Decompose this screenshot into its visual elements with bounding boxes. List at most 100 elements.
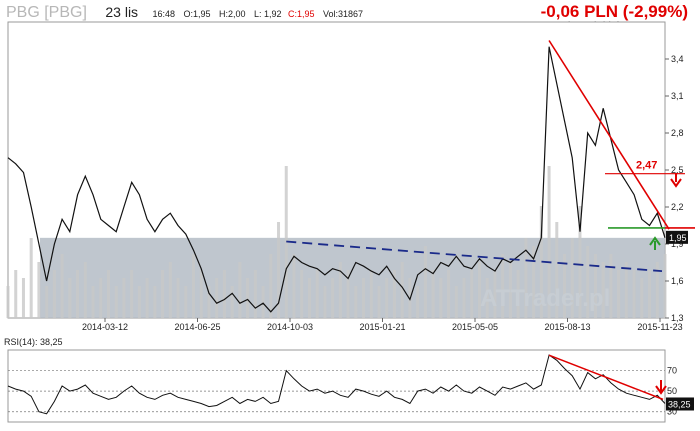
down-arrow-icon bbox=[670, 173, 682, 188]
volume-bar bbox=[354, 286, 358, 318]
volume-bar bbox=[439, 278, 443, 318]
y-tick-label: 1,3 bbox=[671, 313, 684, 323]
x-tick-label: 2014-10-03 bbox=[267, 322, 313, 332]
x-tick-label: 2014-03-12 bbox=[82, 322, 128, 332]
volume-bar bbox=[640, 278, 644, 318]
rsi-down-arrow-icon bbox=[655, 380, 667, 395]
volume-bar bbox=[470, 270, 474, 318]
volume-bar bbox=[60, 254, 64, 318]
volume-bar bbox=[14, 270, 18, 318]
volume-bar bbox=[338, 262, 342, 318]
high-label: H:2,00 bbox=[218, 9, 246, 19]
volume-bar bbox=[153, 286, 157, 318]
volume-bar bbox=[416, 286, 420, 318]
ticker-label: PBG [PBG] bbox=[6, 4, 87, 21]
volume-bar bbox=[114, 286, 118, 318]
rsi-panel-frame bbox=[7, 349, 666, 423]
volume-bar bbox=[45, 286, 49, 318]
volume-bar bbox=[292, 254, 296, 318]
volume-bar bbox=[230, 286, 234, 318]
chart-header: PBG [PBG] 23 lis 16:48 O:1,95 H:2,00 L: … bbox=[6, 4, 363, 22]
y-tick-label: 1,6 bbox=[671, 276, 684, 286]
volume-bar bbox=[106, 270, 110, 318]
volume-bar bbox=[21, 278, 25, 318]
rsi-last-value-box bbox=[666, 397, 694, 411]
rsi-last-value-label: 38,25 bbox=[668, 399, 691, 409]
rsi-title: RSI(14): 38,25 bbox=[4, 337, 63, 347]
rsi-series-line bbox=[7, 354, 666, 415]
volume-bar bbox=[392, 270, 396, 318]
volume-bar bbox=[369, 270, 373, 318]
x-tick-label: 2015-01-21 bbox=[359, 322, 405, 332]
volume-bar bbox=[516, 270, 520, 318]
volume-bar bbox=[462, 278, 466, 318]
y-tick-label: 2,8 bbox=[671, 128, 684, 138]
volume-bar bbox=[609, 254, 613, 318]
volume-bar bbox=[215, 278, 219, 318]
volume-bar bbox=[431, 270, 435, 318]
volume-bar bbox=[238, 262, 242, 318]
volume-bar bbox=[547, 166, 551, 318]
volume-bar bbox=[586, 246, 590, 318]
rsi-trendline bbox=[548, 354, 664, 401]
last-value-label: 1,95 bbox=[669, 233, 687, 243]
volume-bar bbox=[307, 278, 311, 318]
volume-bar bbox=[617, 270, 621, 318]
watermark: ATTrader.pl bbox=[480, 285, 610, 312]
volume-bar bbox=[624, 262, 628, 318]
volume-bar bbox=[199, 270, 203, 318]
volume-bar bbox=[524, 238, 528, 318]
volume-bar bbox=[122, 278, 126, 318]
x-tick-label: 2014-06-25 bbox=[174, 322, 220, 332]
volume-bar bbox=[423, 246, 427, 318]
x-tick-label: 2015-05-05 bbox=[452, 322, 498, 332]
y-tick-label: 1,9 bbox=[671, 239, 684, 249]
volume-bar bbox=[346, 270, 350, 318]
volume-bar bbox=[508, 262, 512, 318]
volume-bar bbox=[578, 206, 582, 318]
volume-bar bbox=[37, 262, 41, 318]
close-label: C:1,95 bbox=[287, 9, 315, 19]
price-range-band bbox=[40, 237, 665, 318]
resistance-annotation: 2,47 bbox=[636, 160, 657, 172]
rsi-tick-label: 70 bbox=[667, 366, 677, 376]
volume-bar bbox=[385, 278, 389, 318]
volume-bar bbox=[532, 246, 536, 318]
volume-bar bbox=[246, 278, 250, 318]
volume-bar bbox=[176, 278, 180, 318]
price-change: -0,06 PLN (-2,99%) bbox=[540, 2, 688, 21]
volume-bar bbox=[261, 286, 265, 318]
x-tick-label: 2015-08-13 bbox=[544, 322, 590, 332]
rsi-tick-label: 50 bbox=[667, 386, 677, 396]
volume-bar bbox=[269, 254, 273, 318]
volume-bar bbox=[315, 270, 319, 318]
volume-bar bbox=[593, 254, 597, 318]
volume-bar bbox=[91, 286, 95, 318]
volume-bar bbox=[277, 222, 281, 318]
volume-bar bbox=[493, 270, 497, 318]
volume-bar bbox=[192, 254, 196, 318]
volume-bar bbox=[501, 254, 505, 318]
volume-bar bbox=[130, 270, 134, 318]
volume-bar bbox=[161, 270, 165, 318]
volume-bar bbox=[52, 270, 56, 318]
volume-bar bbox=[323, 286, 327, 318]
volume-bar bbox=[655, 262, 659, 318]
volume-bar bbox=[207, 286, 211, 318]
volume-bar bbox=[570, 238, 574, 318]
volume-bar bbox=[447, 270, 451, 318]
open-label: O:1,95 bbox=[183, 9, 211, 19]
volume-bar bbox=[485, 278, 489, 318]
volume-label: Vol:31867 bbox=[322, 9, 363, 19]
volume-bar bbox=[362, 278, 366, 318]
volume-bar bbox=[253, 270, 257, 318]
volume-bar bbox=[555, 222, 559, 318]
time-label: 16:48 bbox=[152, 9, 176, 19]
y-tick-label: 3,4 bbox=[671, 54, 684, 64]
volume-bar bbox=[99, 278, 103, 318]
volume-bar bbox=[68, 278, 72, 318]
volume-bar bbox=[648, 270, 652, 318]
low-label: L: 1,92 bbox=[253, 9, 282, 19]
volume-bar bbox=[377, 286, 381, 318]
